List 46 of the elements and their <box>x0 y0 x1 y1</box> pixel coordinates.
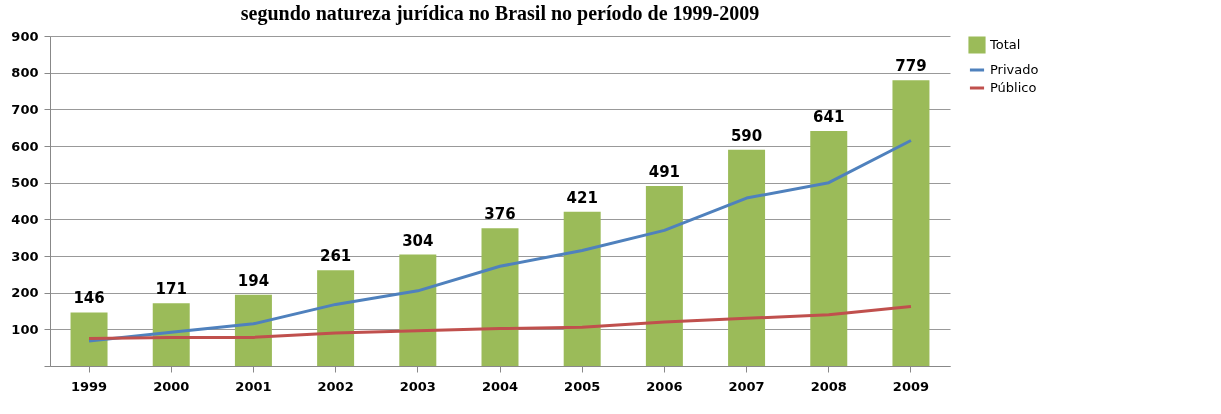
data-label: 779 <box>895 57 927 76</box>
x-tick-label: 2002 <box>317 378 354 394</box>
data-label: 146 <box>73 289 105 308</box>
chart-title: segundo natureza jurídica no Brasil no período de 1999-2009 <box>240 2 760 25</box>
data-label: 376 <box>484 205 516 224</box>
y-tick-label: 800 <box>11 65 39 81</box>
x-tick-label: 2003 <box>399 378 436 394</box>
data-label: 421 <box>566 188 598 207</box>
x-tick-label: 2001 <box>235 378 272 394</box>
data-label: 491 <box>648 162 681 181</box>
bar <box>399 254 437 366</box>
bar <box>481 228 519 366</box>
data-label: 261 <box>319 247 352 266</box>
bar <box>645 185 683 366</box>
data-label: 171 <box>155 280 187 299</box>
y-tick-label: 700 <box>11 101 39 117</box>
bar <box>234 294 272 366</box>
x-tick-label: 2004 <box>481 378 519 394</box>
x-tick-label: 2005 <box>564 378 601 394</box>
x-tick-label: 2007 <box>728 378 765 394</box>
y-tick-label: 200 <box>11 285 39 301</box>
bar <box>810 130 848 366</box>
legend-label: Privado <box>990 62 1039 77</box>
y-tick-label: 500 <box>11 175 39 191</box>
bar <box>728 149 766 366</box>
bar <box>892 80 930 366</box>
bar <box>70 312 108 366</box>
x-tick-label: 2006 <box>646 378 683 394</box>
data-label: 641 <box>813 107 845 126</box>
y-tick-label: 400 <box>11 211 39 227</box>
x-tick-label: 2008 <box>810 378 847 394</box>
data-label: 304 <box>402 231 434 250</box>
data-label: 590 <box>730 126 763 145</box>
line-series <box>87 305 913 340</box>
data-label: 194 <box>237 271 270 290</box>
y-tick-label: 900 <box>11 28 39 44</box>
x-tick-label: 2000 <box>153 378 190 394</box>
y-tick-label: 100 <box>11 321 39 337</box>
x-tick-label: 1999 <box>70 378 108 394</box>
legend-label: Total <box>989 37 1021 52</box>
bar <box>317 270 355 366</box>
legend-label: Público <box>990 80 1037 95</box>
y-tick-label: 300 <box>11 248 39 264</box>
x-tick-label: 2009 <box>892 378 930 394</box>
y-tick-label: 600 <box>11 138 39 154</box>
bar <box>563 211 601 366</box>
